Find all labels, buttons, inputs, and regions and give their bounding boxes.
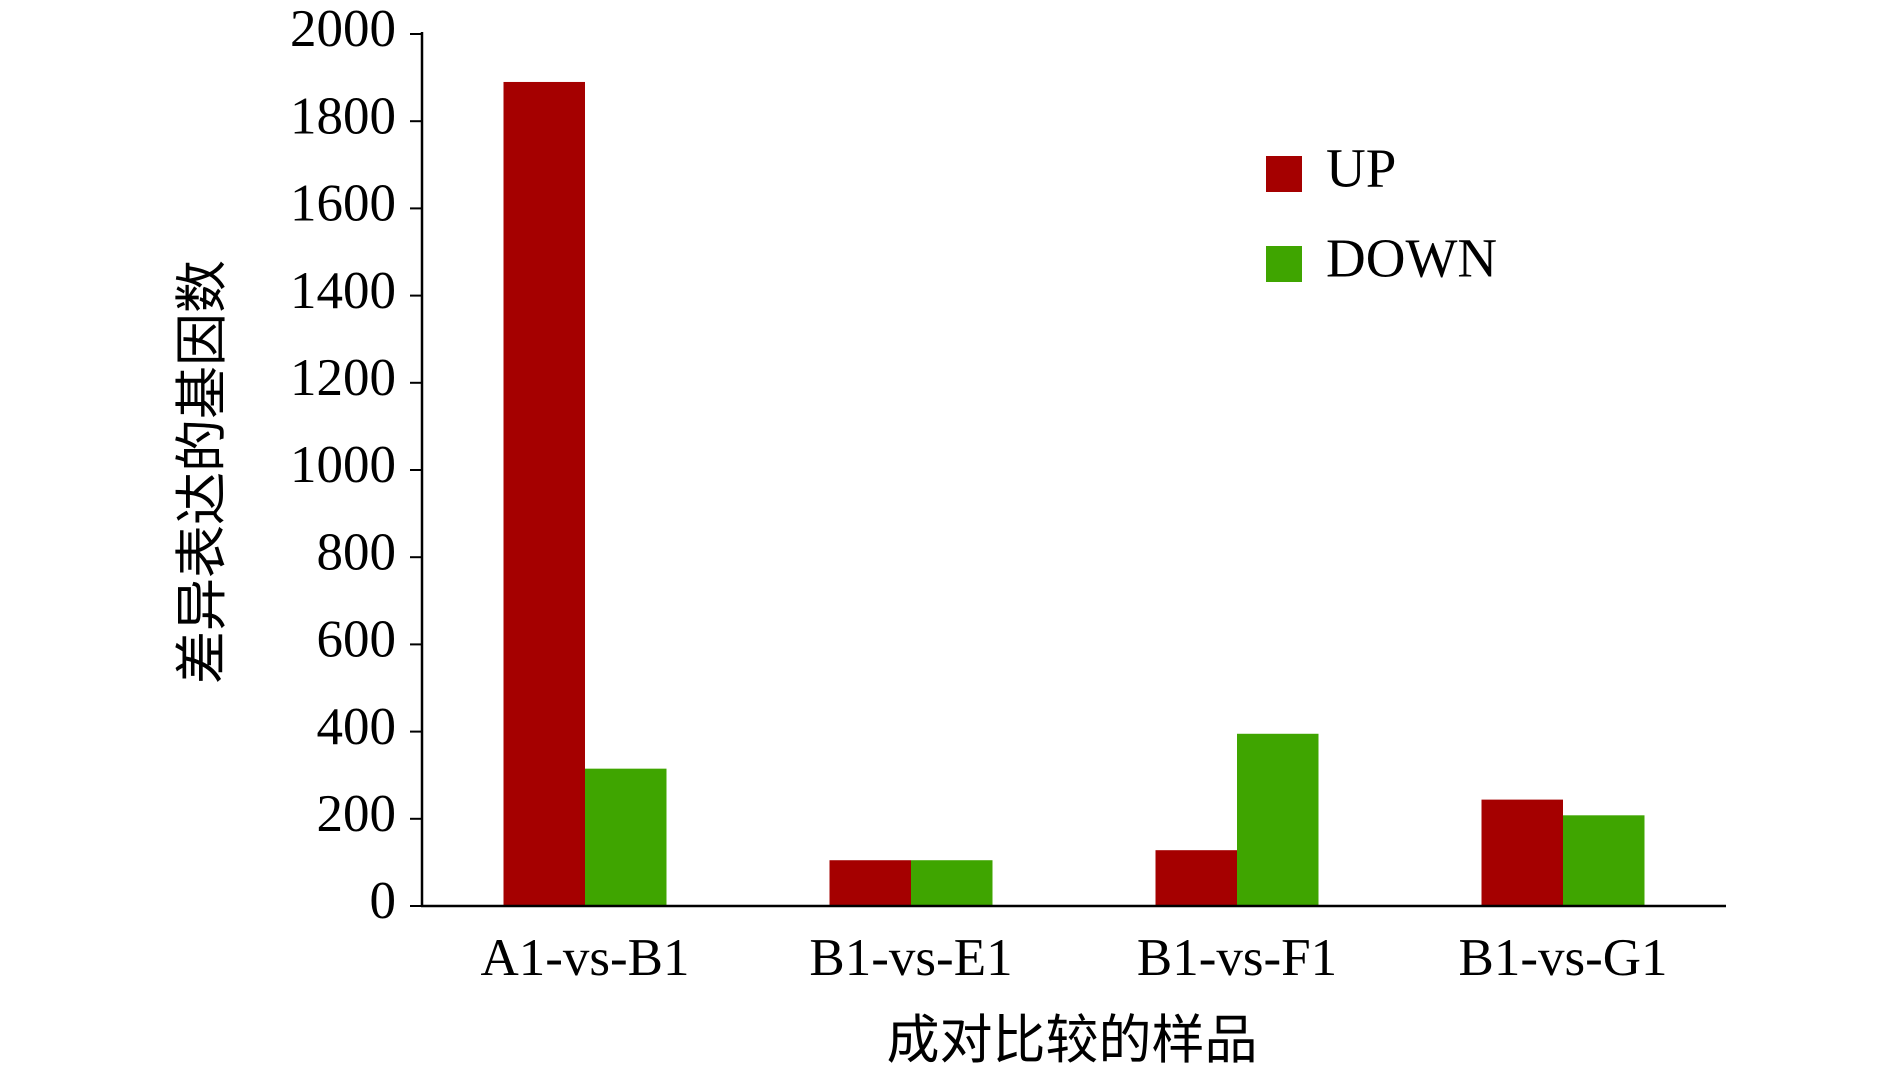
y-tick-label: 0 [370,872,397,930]
x-tick-label: B1-vs-F1 [1137,929,1337,987]
legend-swatch [1266,246,1302,282]
y-tick-label: 1800 [290,87,396,145]
y-tick-label: 400 [317,698,397,756]
y-tick-label: 2000 [290,0,396,58]
bar [1481,799,1563,906]
y-axis-title: 差异表达的基因数 [174,260,232,684]
y-tick-label: 200 [317,785,397,843]
bar [1237,733,1319,906]
y-tick-label: 1400 [290,262,396,320]
legend-swatch [1266,156,1302,192]
bar [1563,815,1645,906]
y-tick-label: 1000 [290,436,396,494]
x-tick-label: A1-vs-B1 [480,929,689,987]
bar [503,81,585,906]
y-tick-label: 1600 [290,175,396,233]
x-tick-label: B1-vs-G1 [1458,929,1667,987]
x-axis-title: 成对比较的样品 [887,1012,1258,1070]
legend-label: UP [1326,138,1396,199]
bar [585,768,667,906]
bar [911,860,993,906]
y-tick-label: 1200 [290,349,396,407]
bar [829,860,911,906]
x-tick-label: B1-vs-E1 [809,929,1012,987]
legend-label: DOWN [1326,228,1497,289]
y-tick-label: 600 [317,611,397,669]
bar [1155,850,1237,906]
y-tick-label: 800 [317,523,397,581]
